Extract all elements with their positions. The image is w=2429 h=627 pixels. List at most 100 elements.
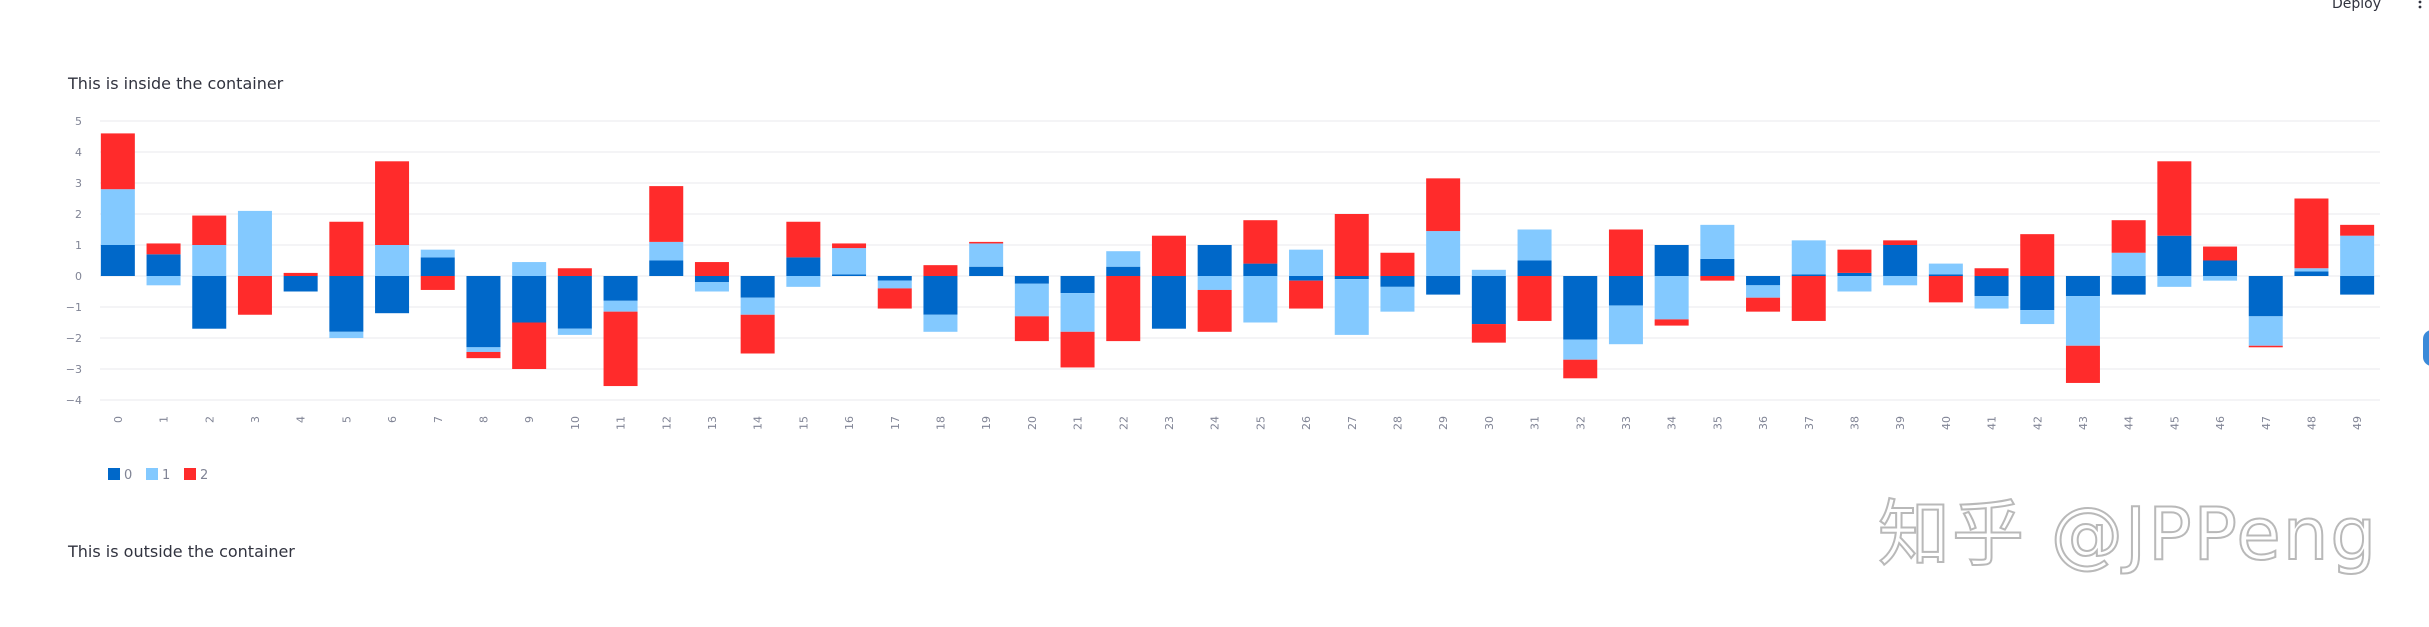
bar-48-series-1[interactable] [2294,268,2329,272]
bar-20-series-1[interactable] [1014,283,1049,317]
bar-38-series-2[interactable] [1837,249,1872,273]
bar-43-series-1[interactable] [2065,296,2100,346]
bar-31-series-2[interactable] [1517,276,1552,321]
bar-13-series-1[interactable] [694,282,729,292]
bar-44-series-1[interactable] [2111,252,2146,276]
bar-42-series-1[interactable] [2020,310,2055,325]
bar-11-series-0[interactable] [603,276,638,301]
bar-6-series-1[interactable] [375,245,410,276]
bar-39-series-0[interactable] [1883,245,1918,276]
bar-12-series-2[interactable] [649,186,684,242]
bar-49-series-2[interactable] [2340,224,2375,236]
bar-43-series-0[interactable] [2065,276,2100,297]
bar-36-series-1[interactable] [1746,285,1781,298]
bar-18-series-0[interactable] [923,276,958,315]
bar-41-series-0[interactable] [1974,276,2009,297]
bar-22-series-1[interactable] [1106,251,1141,267]
bar-18-series-1[interactable] [923,314,958,332]
bar-8-series-2[interactable] [466,351,501,359]
bar-19-series-2[interactable] [969,241,1004,244]
bar-10-series-2[interactable] [557,268,592,276]
bar-44-series-0[interactable] [2111,276,2146,295]
bar-12-series-1[interactable] [649,241,684,261]
side-scroll-handle[interactable] [2423,330,2429,366]
more-vert-icon[interactable] [2415,0,2425,12]
bar-16-series-1[interactable] [832,248,867,275]
bar-24-series-1[interactable] [1197,276,1232,290]
bar-1-series-0[interactable] [146,254,181,276]
bar-19-series-1[interactable] [969,243,1004,267]
bar-13-series-0[interactable] [694,276,729,283]
bar-37-series-1[interactable] [1791,240,1826,275]
bar-2-series-2[interactable] [192,215,227,245]
bar-38-series-1[interactable] [1837,276,1872,292]
bar-21-series-0[interactable] [1060,276,1095,294]
bar-12-series-0[interactable] [649,260,684,277]
bar-29-series-1[interactable] [1426,231,1461,276]
bar-47-series-2[interactable] [2248,345,2283,348]
bar-32-series-1[interactable] [1563,339,1598,360]
bar-10-series-0[interactable] [557,276,592,329]
bar-22-series-2[interactable] [1106,276,1141,342]
bar-26-series-2[interactable] [1289,280,1324,309]
bar-14-series-1[interactable] [740,297,775,315]
bar-3-series-1[interactable] [237,210,272,276]
bar-35-series-0[interactable] [1700,258,1735,276]
bar-24-series-2[interactable] [1197,289,1232,332]
bar-5-series-1[interactable] [329,331,364,338]
bar-14-series-0[interactable] [740,276,775,298]
bar-21-series-1[interactable] [1060,293,1095,332]
bar-15-series-0[interactable] [786,257,821,276]
bar-45-series-2[interactable] [2157,161,2192,236]
bar-5-series-2[interactable] [329,221,364,276]
bar-0-series-1[interactable] [100,189,135,245]
bar-32-series-0[interactable] [1563,276,1598,340]
bar-36-series-0[interactable] [1746,276,1781,286]
bar-6-series-2[interactable] [375,161,410,245]
bar-11-series-2[interactable] [603,311,638,387]
bar-23-series-0[interactable] [1151,276,1186,329]
bar-41-series-2[interactable] [1974,268,2009,276]
bar-25-series-1[interactable] [1243,276,1278,323]
bar-2-series-0[interactable] [192,276,227,329]
bar-9-series-2[interactable] [512,322,547,370]
bar-40-series-1[interactable] [1928,263,1963,275]
bar-33-series-2[interactable] [1608,229,1643,277]
bar-41-series-1[interactable] [1974,296,2009,309]
bar-8-series-1[interactable] [466,347,501,352]
bar-37-series-0[interactable] [1791,274,1826,276]
bar-3-series-2[interactable] [237,276,272,315]
bar-46-series-2[interactable] [2203,246,2238,261]
bar-29-series-2[interactable] [1426,178,1461,232]
bar-39-series-1[interactable] [1883,276,1918,286]
bar-18-series-2[interactable] [923,265,958,276]
bar-26-series-1[interactable] [1289,249,1324,276]
bar-37-series-2[interactable] [1791,276,1826,321]
bar-34-series-2[interactable] [1654,319,1689,326]
bar-1-series-2[interactable] [146,243,181,255]
bar-28-series-0[interactable] [1380,276,1415,287]
bar-15-series-1[interactable] [786,276,821,287]
bar-42-series-0[interactable] [2020,276,2055,311]
bar-34-series-1[interactable] [1654,276,1689,320]
bar-7-series-0[interactable] [420,257,455,276]
bar-5-series-0[interactable] [329,276,364,332]
bar-9-series-1[interactable] [512,262,547,276]
bar-45-series-1[interactable] [2157,276,2192,287]
bar-23-series-2[interactable] [1151,235,1186,276]
bar-32-series-2[interactable] [1563,359,1598,379]
bar-31-series-0[interactable] [1517,260,1552,277]
bar-4-series-2[interactable] [283,272,318,276]
bar-48-series-2[interactable] [2294,198,2329,269]
bar-44-series-2[interactable] [2111,220,2146,253]
bar-4-series-0[interactable] [283,276,318,292]
bar-0-series-0[interactable] [100,245,135,276]
bar-46-series-1[interactable] [2203,276,2238,281]
bar-16-series-2[interactable] [832,243,867,249]
bar-17-series-0[interactable] [877,276,912,281]
bar-29-series-0[interactable] [1426,276,1461,295]
bar-16-series-0[interactable] [832,274,867,276]
bar-33-series-0[interactable] [1608,276,1643,306]
bar-20-series-0[interactable] [1014,276,1049,284]
bar-17-series-1[interactable] [877,280,912,289]
